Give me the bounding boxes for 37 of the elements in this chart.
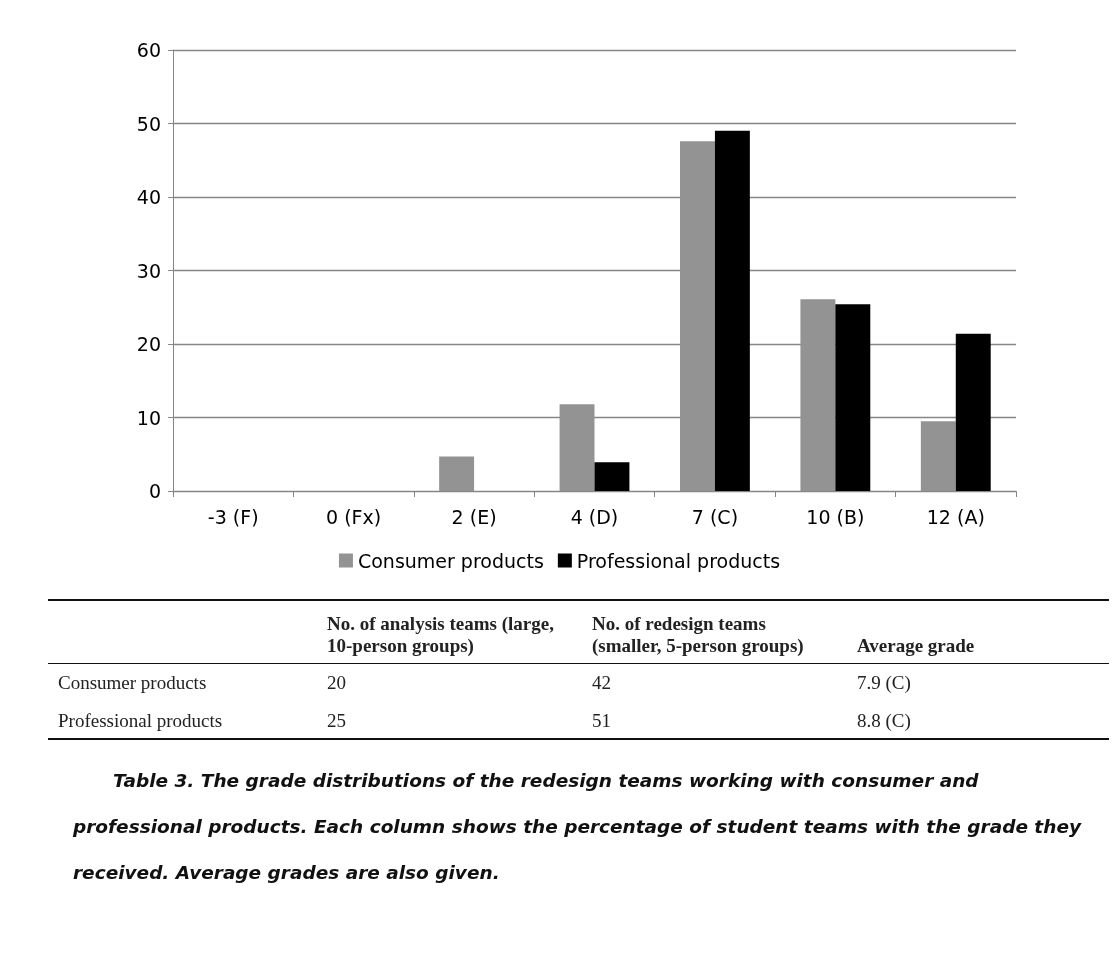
- text: 25: [327, 710, 346, 731]
- y-tick-label: 50: [136, 112, 161, 135]
- bar: [920, 421, 956, 491]
- x-tick-label: 4 (D): [570, 505, 619, 528]
- text: 51: [592, 710, 611, 731]
- bar: [680, 141, 715, 491]
- y-tick-label: 10: [136, 406, 161, 429]
- text: 42: [592, 672, 611, 693]
- text: 8.8 (C): [857, 710, 911, 731]
- bar: [835, 304, 871, 491]
- category-label: No. of analysis teams (large, 10-person groups): [326, 612, 555, 658]
- bar: [714, 130, 750, 491]
- x-tick-label: 7 (C): [691, 505, 739, 528]
- bar: [439, 456, 475, 491]
- y-tick-label: 60: [136, 39, 161, 61]
- x-tick-label: -3 (F): [207, 505, 259, 528]
- legend-label: Consumer products: [357, 549, 544, 572]
- y-tick-label: 0: [148, 480, 161, 502]
- category-label: Professional products: [58, 710, 223, 731]
- bar: [800, 299, 836, 491]
- text: 7.9 (C): [857, 672, 911, 693]
- x-tick-label: 10 (B): [806, 505, 865, 528]
- bar: [559, 404, 595, 491]
- text: Table 3. The grade distributions of the redesign teams working with consumer and professional products. Each column shows the percentage of student teams with the grade they received. Average grades are also given.: [73, 770, 1081, 883]
- category-label: No. of redesign teams (smaller, 5-person groups): [591, 612, 805, 658]
- y-tick-label: 30: [136, 259, 161, 282]
- text: 20: [327, 672, 346, 693]
- x-tick-label: 12 (A): [926, 505, 985, 528]
- y-tick-label: 20: [136, 333, 161, 355]
- legend-label: Professional products: [576, 549, 781, 572]
- x-tick-label: 2 (E): [451, 505, 497, 528]
- x-tick-label: 0 (Fx): [326, 505, 382, 528]
- category-label: Average grade: [856, 634, 976, 658]
- bar: [594, 462, 630, 491]
- bar: [955, 333, 991, 491]
- y-tick-label: 40: [136, 186, 161, 208]
- category-label: Consumer products: [58, 672, 207, 693]
